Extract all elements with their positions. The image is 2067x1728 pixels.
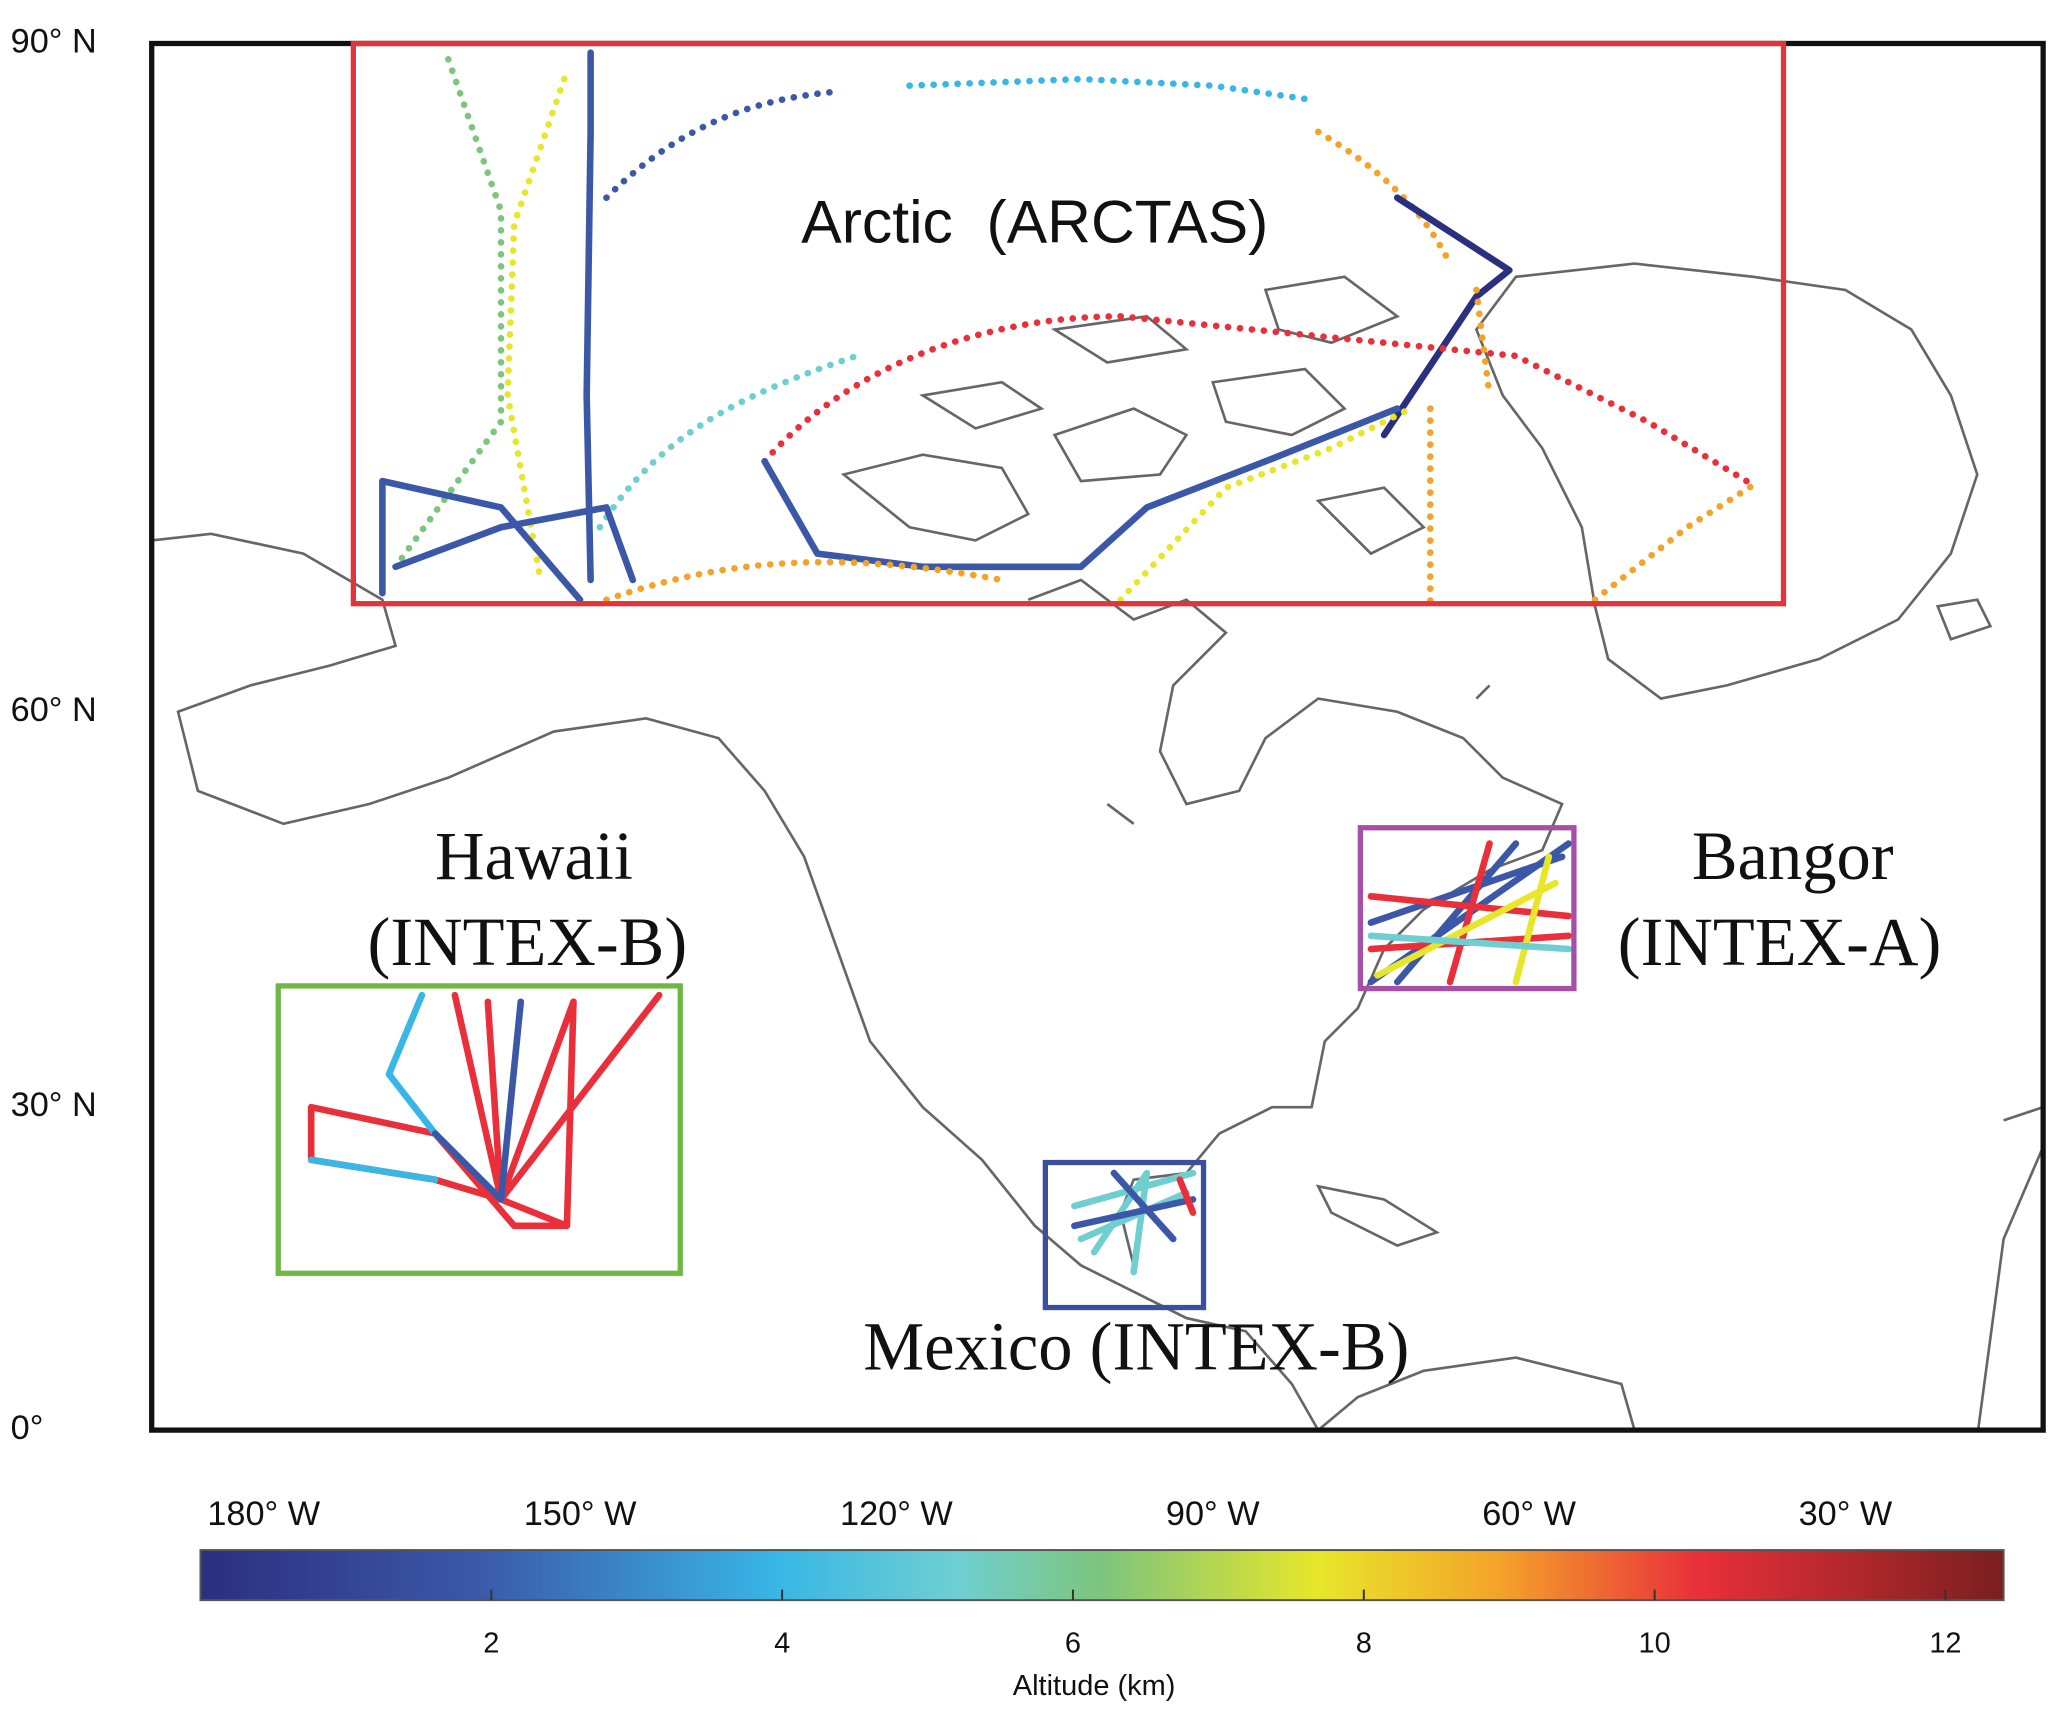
region-label: Arctic (ARCTAS): [801, 188, 1268, 256]
colorbar-tick-label: 2: [483, 1628, 499, 1660]
colorbar-label: Altitude (km): [1013, 1670, 1176, 1702]
region-box: [350, 40, 1787, 607]
lon-label: 60° W: [1482, 1495, 1576, 1533]
region-label: Hawaii: [435, 818, 633, 894]
coastline: [1027, 578, 1564, 1266]
map-layer: [151, 43, 2044, 1431]
lon-label: 120° W: [840, 1495, 953, 1533]
region-label: Bangor: [1692, 818, 1894, 894]
region-box: [1042, 1159, 1207, 1311]
colorbar-tick-label: 6: [1065, 1628, 1081, 1660]
coastline: [1317, 1356, 1636, 1431]
coastline: [1474, 262, 1979, 700]
lon-label: 150° W: [524, 1495, 637, 1533]
coastline: [840, 275, 1426, 556]
colorbar-ticks: 2 4 6 8 10 12: [483, 1589, 1962, 1660]
colorbar-tick-label: 12: [1929, 1628, 1961, 1660]
lon-label: 90° W: [1166, 1495, 1260, 1533]
coastline: [151, 532, 1320, 1431]
region-box: [1357, 825, 1577, 992]
lon-label: 30° W: [1799, 1495, 1893, 1533]
colorbar: [199, 1549, 2005, 1602]
colorbar-tick-label: 10: [1638, 1628, 1670, 1660]
lon-label: 180° W: [207, 1495, 320, 1533]
regions: Arctic (ARCTAS) Hawaii (INTEX-B) Bangor (INT…: [275, 40, 1941, 1384]
region-label: (INTEX-A): [1618, 904, 1941, 980]
colorbar-tick-label: 8: [1356, 1628, 1372, 1660]
coastline: [1106, 598, 2044, 1431]
flight-tracks: [307, 49, 1757, 1276]
region-label: (INTEX-B): [368, 904, 688, 980]
axes-labels: 90° N 60° N 30° N 0° 180° W 150° W 120° W 90° W…: [11, 23, 1893, 1533]
lat-label: 0°: [11, 1409, 44, 1447]
lat-label: 30° N: [11, 1086, 97, 1124]
region-label: Mexico (INTEX-B): [863, 1308, 1409, 1384]
lat-label: 90° N: [11, 23, 97, 61]
region-box: [275, 983, 683, 1276]
colorbar-tick-label: 4: [774, 1628, 790, 1660]
lat-label: 60° N: [11, 691, 97, 729]
